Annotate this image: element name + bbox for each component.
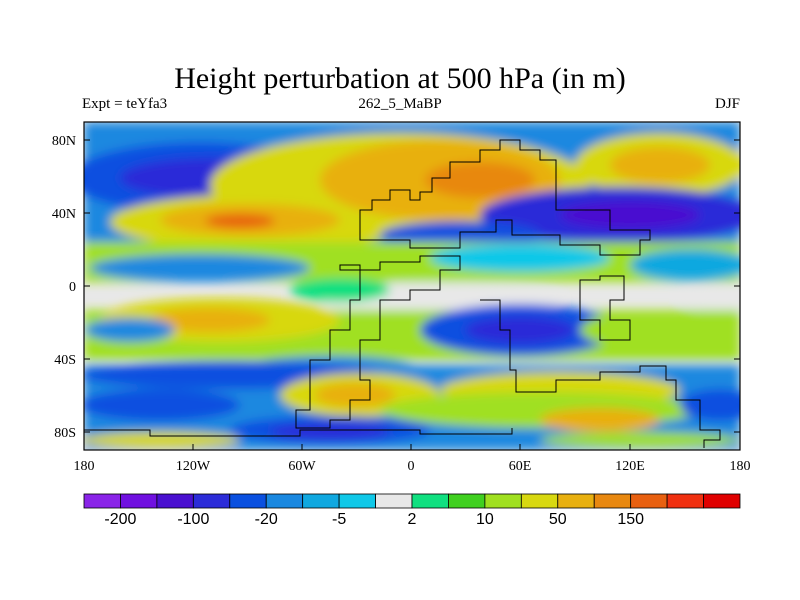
colorbar-label: -200 bbox=[104, 511, 136, 528]
chart-title: Height perturbation at 500 hPa (in m) bbox=[174, 62, 626, 95]
lat-tick-label: 80N bbox=[52, 134, 76, 149]
lon-tick-label: 120E bbox=[615, 459, 645, 474]
lat-tick-label: 40N bbox=[52, 207, 76, 222]
lat-tick-label: 40S bbox=[54, 353, 76, 368]
colorbar-swatch bbox=[83, 493, 121, 509]
colorbar-label: -100 bbox=[177, 511, 209, 528]
colorbar-swatch bbox=[192, 493, 231, 509]
lon-tick-label: 60W bbox=[288, 459, 316, 474]
lon-tick-label: 180 bbox=[730, 459, 751, 474]
lat-tick-label: 0 bbox=[69, 280, 76, 295]
lon-tick-label: 180 bbox=[74, 459, 95, 474]
colorbar-swatch bbox=[703, 493, 741, 509]
coastline-southern-west bbox=[295, 255, 461, 429]
colorbar-swatch bbox=[520, 493, 559, 509]
colorbar-swatch bbox=[229, 493, 267, 509]
colorbar-swatch bbox=[265, 493, 304, 509]
coastline-outline bbox=[84, 139, 721, 448]
colorbar-swatch bbox=[630, 493, 668, 509]
coastline-northern bbox=[359, 139, 651, 256]
lon-tick-label: 120W bbox=[176, 459, 211, 474]
colorbar-label: -5 bbox=[332, 511, 346, 528]
period-label: 262_5_MaBP bbox=[358, 96, 442, 112]
coastline-southern-east bbox=[480, 299, 721, 448]
lat-tick-label: 80S bbox=[54, 426, 76, 441]
colorbar-label: -20 bbox=[255, 511, 278, 528]
colorbar-swatch bbox=[120, 493, 158, 509]
lon-tick-label: 60E bbox=[509, 459, 532, 474]
colorbar-swatch bbox=[375, 493, 413, 509]
season-label: DJF bbox=[714, 96, 740, 112]
coastline-antarctic bbox=[84, 428, 513, 437]
colorbar-swatch bbox=[338, 493, 376, 509]
colorbar: -200 -100 -20 -5 2 10 50 150 bbox=[83, 493, 741, 528]
colorbar-swatch bbox=[156, 493, 194, 509]
lon-tick-label: 0 bbox=[408, 459, 415, 474]
colorbar-label: 150 bbox=[617, 511, 644, 528]
contour-field bbox=[84, 122, 740, 450]
colorbar-swatch bbox=[302, 493, 340, 509]
colorbar-label: 2 bbox=[408, 511, 417, 528]
colorbar-swatch bbox=[666, 493, 704, 509]
latitude-axis: 80N 40N 0 40S 80S bbox=[52, 134, 740, 441]
colorbar-swatch bbox=[484, 493, 522, 509]
colorbar-swatch bbox=[593, 493, 632, 509]
coastline-island bbox=[579, 275, 631, 341]
colorbar-swatch bbox=[411, 493, 449, 509]
colorbar-label: 50 bbox=[549, 511, 567, 528]
colorbar-swatch bbox=[448, 493, 486, 509]
experiment-label: Expt = teYfa3 bbox=[82, 96, 168, 112]
colorbar-swatch bbox=[557, 493, 595, 509]
colorbar-label: 10 bbox=[476, 511, 494, 528]
longitude-axis: 180 120W 60W 0 60E 120E 180 bbox=[74, 444, 751, 474]
